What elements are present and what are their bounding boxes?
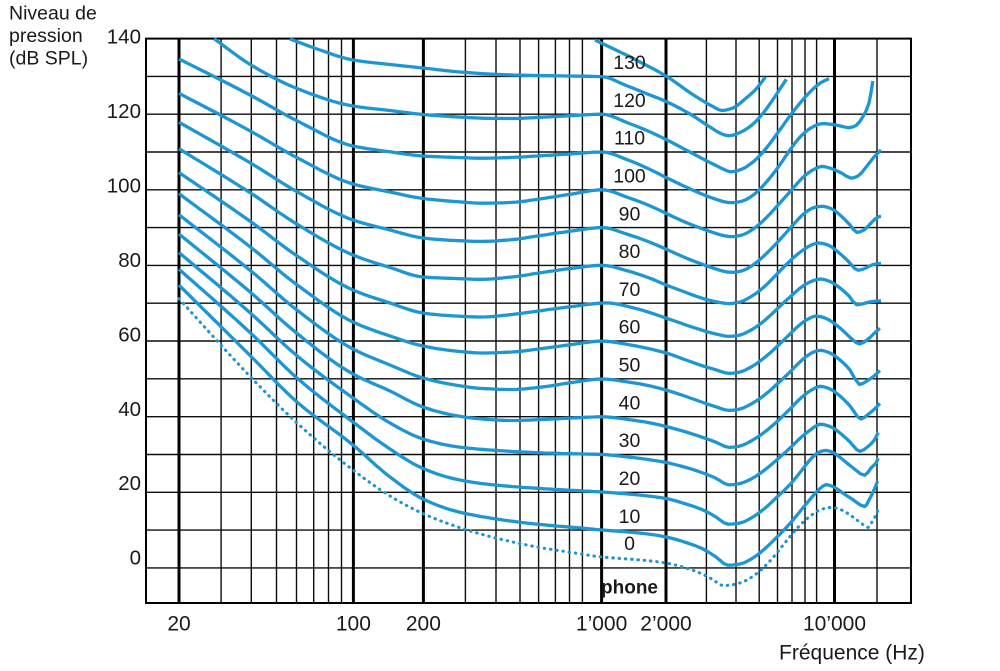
svg-text:10’000: 10’000 — [803, 613, 866, 636]
svg-text:pression: pression — [9, 25, 83, 47]
svg-text:100: 100 — [336, 613, 371, 636]
svg-text:80: 80 — [118, 249, 141, 272]
svg-text:110: 110 — [614, 128, 645, 150]
svg-text:60: 60 — [619, 317, 641, 339]
svg-text:70: 70 — [619, 279, 641, 301]
svg-text:200: 200 — [406, 613, 441, 636]
svg-text:20: 20 — [167, 613, 190, 636]
svg-text:40: 40 — [619, 392, 641, 414]
svg-text:(dB SPL): (dB SPL) — [9, 47, 88, 69]
svg-text:90: 90 — [619, 203, 641, 225]
svg-text:1’000: 1’000 — [576, 613, 627, 636]
svg-text:100: 100 — [107, 174, 141, 197]
svg-text:2’000: 2’000 — [640, 613, 691, 636]
svg-text:0: 0 — [130, 547, 141, 570]
svg-text:0: 0 — [624, 533, 635, 555]
svg-text:20: 20 — [619, 468, 641, 490]
svg-text:50: 50 — [619, 355, 641, 377]
svg-text:130: 130 — [613, 52, 646, 74]
svg-text:30: 30 — [619, 430, 641, 452]
svg-text:40: 40 — [118, 398, 141, 421]
svg-text:120: 120 — [613, 90, 646, 112]
svg-text:140: 140 — [107, 26, 141, 49]
svg-text:10: 10 — [619, 506, 641, 528]
svg-text:100: 100 — [613, 166, 646, 188]
svg-text:phone: phone — [601, 578, 658, 599]
svg-text:60: 60 — [118, 323, 141, 346]
svg-text:80: 80 — [619, 241, 641, 263]
svg-text:120: 120 — [107, 100, 141, 123]
svg-text:Fréquence (Hz): Fréquence (Hz) — [779, 642, 925, 665]
svg-text:20: 20 — [118, 472, 141, 495]
svg-text:Niveau de: Niveau de — [9, 2, 97, 24]
